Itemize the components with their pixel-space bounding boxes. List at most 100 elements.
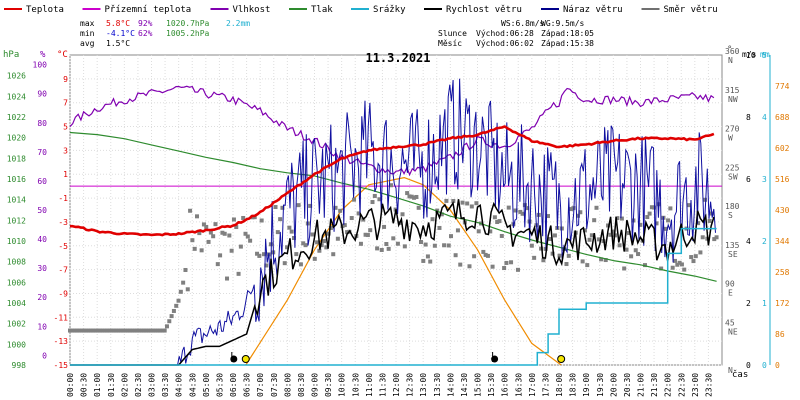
wind-direction-mark bbox=[582, 228, 587, 233]
wind-direction-mark bbox=[227, 233, 232, 238]
wind-direction-mark bbox=[338, 208, 343, 213]
tick-label: 12:00 bbox=[392, 373, 401, 397]
stat-value: Východ:06:28 bbox=[476, 29, 534, 38]
tick-label: 08:30 bbox=[297, 373, 306, 397]
wind-direction-mark bbox=[675, 262, 680, 267]
tick-label: 0 bbox=[762, 361, 767, 370]
wind-direction-mark bbox=[384, 242, 389, 247]
wind-direction-mark bbox=[137, 328, 142, 333]
wind-direction-mark bbox=[409, 194, 414, 199]
tick-label: 1002 bbox=[7, 320, 26, 329]
tick-label: 1 bbox=[762, 299, 767, 308]
wind-direction-mark bbox=[259, 218, 264, 223]
tick-label: 20:00 bbox=[609, 373, 618, 397]
tick-label: 172 bbox=[775, 299, 790, 308]
tick-label: 13:00 bbox=[419, 373, 428, 397]
wind-direction-mark bbox=[647, 211, 652, 216]
tick-label: 1000 bbox=[7, 340, 26, 349]
wind-direction-mark bbox=[215, 262, 220, 267]
tick-label: 10 bbox=[37, 322, 47, 331]
tick-label: 13:30 bbox=[433, 373, 442, 397]
wind-direction-mark bbox=[111, 328, 116, 333]
tick-label: 03:00 bbox=[148, 373, 157, 397]
wind-direction-mark bbox=[654, 221, 659, 226]
wind-direction-mark bbox=[587, 237, 592, 242]
tick-label: 86 bbox=[775, 330, 785, 339]
wind-direction-mark bbox=[164, 324, 169, 329]
wind-direction-mark bbox=[123, 328, 128, 333]
wind-direction-mark bbox=[291, 235, 296, 240]
tick-label: 7 bbox=[63, 99, 68, 108]
wind-direction-mark bbox=[296, 203, 301, 208]
series-solar bbox=[245, 177, 562, 366]
wind-direction-mark bbox=[236, 271, 241, 276]
wind-speed-line bbox=[70, 199, 715, 366]
wind-direction-mark bbox=[86, 328, 91, 333]
wind-direction-mark bbox=[596, 237, 601, 242]
tick-label: 100 bbox=[33, 61, 48, 70]
wind-direction-mark bbox=[624, 247, 629, 252]
wind-direction-mark bbox=[576, 213, 581, 218]
tick-label: 688 bbox=[775, 113, 790, 122]
stat-value: Západ:18:05 bbox=[541, 29, 594, 38]
tick-label: 8 bbox=[746, 113, 751, 122]
wind-direction-mark bbox=[513, 208, 518, 213]
wind-direction-mark bbox=[116, 328, 121, 333]
wind-direction-mark bbox=[231, 217, 236, 222]
wind-direction-mark bbox=[261, 252, 266, 257]
wind-direction-mark bbox=[585, 263, 590, 268]
wind-direction-mark bbox=[569, 207, 574, 212]
wind-direction-mark bbox=[564, 262, 569, 267]
wind-direction-mark bbox=[285, 245, 290, 250]
tick-label: 21:00 bbox=[637, 373, 646, 397]
tick-label: 01:30 bbox=[107, 373, 116, 397]
wind-direction-mark bbox=[659, 266, 664, 271]
tick-label: 09:30 bbox=[324, 373, 333, 397]
wind-direction-mark bbox=[499, 233, 504, 238]
wind-direction-mark bbox=[91, 328, 96, 333]
wind-direction-mark bbox=[70, 328, 75, 333]
wind-direction-mark bbox=[686, 203, 691, 208]
tick-label: 16:00 bbox=[501, 373, 510, 397]
wind-direction-mark bbox=[342, 223, 347, 228]
wind-direction-mark bbox=[174, 303, 179, 308]
series-wind-speed bbox=[69, 199, 717, 366]
wind-direction-mark bbox=[428, 259, 433, 264]
wind-direction-mark bbox=[566, 253, 571, 258]
wind-direction-mark bbox=[532, 255, 537, 260]
wind-direction-mark bbox=[287, 225, 292, 230]
wind-direction-mark bbox=[541, 258, 546, 263]
tick-label: 5 bbox=[63, 123, 68, 132]
wind-direction-mark bbox=[594, 205, 599, 210]
tick-label: 2 bbox=[762, 237, 767, 246]
wind-direction-mark bbox=[460, 200, 465, 205]
tick-label: 6 bbox=[746, 175, 751, 184]
tick-label: 18:30 bbox=[569, 373, 578, 397]
stat-value: 1.5°C bbox=[106, 39, 130, 48]
wind-direction-mark bbox=[370, 200, 375, 205]
tick-label: 1004 bbox=[7, 299, 26, 308]
stat-value: -4.1°C bbox=[106, 29, 135, 38]
wind-direction-mark bbox=[509, 260, 514, 265]
wind-direction-mark bbox=[183, 267, 188, 272]
tick-label: 270 bbox=[725, 125, 740, 134]
tick-label: 04:00 bbox=[175, 373, 184, 397]
wind-direction-mark bbox=[188, 208, 193, 213]
wind-direction-mark bbox=[629, 254, 634, 259]
wind-direction-mark bbox=[617, 243, 622, 248]
tick-label: -7 bbox=[58, 266, 68, 275]
tick-label: 22:00 bbox=[664, 373, 673, 397]
wind-direction-mark bbox=[423, 242, 428, 247]
stat-value: 1020.7hPa bbox=[166, 19, 210, 28]
wind-direction-mark bbox=[559, 226, 564, 231]
axis-humidity: % 0 10 20 30 40 50 60 70 80 90 100 bbox=[33, 50, 48, 360]
wind-direction-mark bbox=[128, 328, 133, 333]
axis-hpa-label: hPa bbox=[3, 50, 19, 60]
wind-direction-mark bbox=[218, 253, 223, 258]
tick-label: 5 bbox=[762, 51, 767, 60]
wind-direction-mark bbox=[72, 328, 77, 333]
tick-label: 0 bbox=[746, 361, 751, 370]
wind-direction-mark bbox=[421, 258, 426, 263]
wind-direction-mark bbox=[248, 238, 253, 243]
tick-label: 516 bbox=[775, 175, 790, 184]
